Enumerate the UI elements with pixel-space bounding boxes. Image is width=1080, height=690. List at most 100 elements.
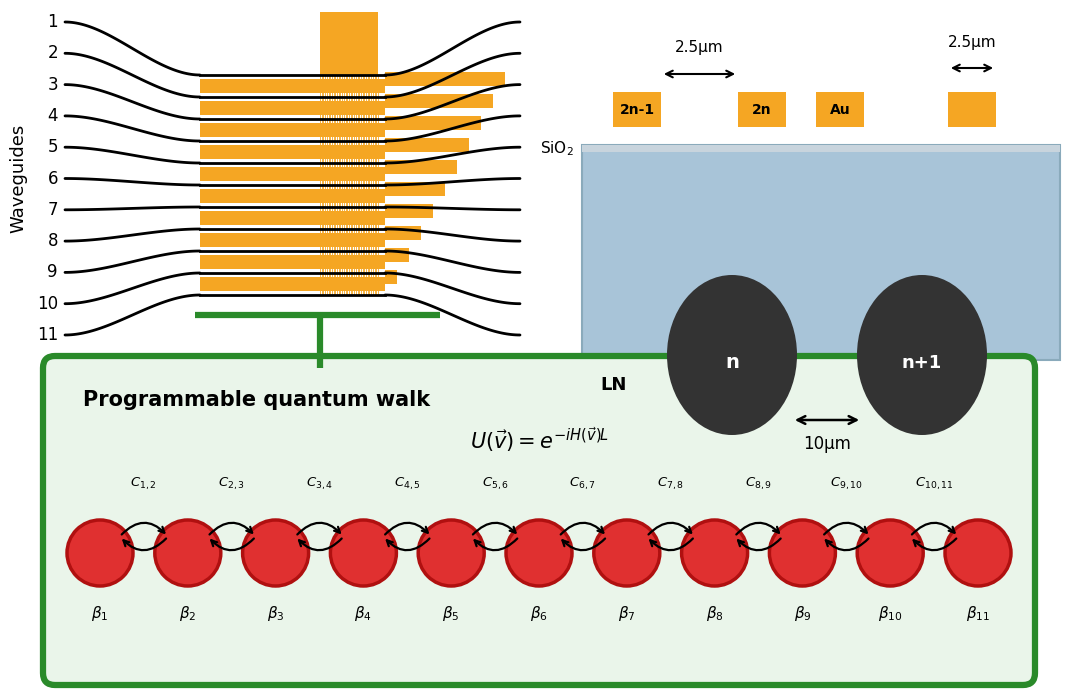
Bar bbox=[384, 270, 397, 284]
Text: 2: 2 bbox=[48, 44, 58, 62]
Text: $C_{1,2}$: $C_{1,2}$ bbox=[131, 475, 158, 492]
Circle shape bbox=[507, 520, 572, 586]
Text: LN: LN bbox=[600, 376, 626, 394]
Bar bbox=[200, 255, 384, 269]
Bar bbox=[948, 92, 996, 127]
Text: $C_{7,8}$: $C_{7,8}$ bbox=[657, 475, 685, 492]
Text: $C_{10,11}$: $C_{10,11}$ bbox=[915, 475, 954, 492]
Bar bbox=[384, 182, 445, 196]
FancyArrowPatch shape bbox=[473, 523, 515, 535]
Text: $C_{3,4}$: $C_{3,4}$ bbox=[306, 475, 333, 492]
Text: $\beta_5$: $\beta_5$ bbox=[443, 604, 460, 623]
Text: $U(\vec{v}) = e^{-iH(\vec{v})L}$: $U(\vec{v}) = e^{-iH(\vec{v})L}$ bbox=[470, 426, 608, 455]
Bar bbox=[200, 277, 384, 290]
Bar bbox=[200, 124, 384, 137]
Text: SiO$_2$: SiO$_2$ bbox=[540, 139, 573, 158]
Circle shape bbox=[67, 520, 133, 586]
Text: 6: 6 bbox=[48, 170, 58, 188]
Text: $C_{2,3}$: $C_{2,3}$ bbox=[218, 475, 245, 492]
Bar bbox=[738, 92, 786, 127]
Text: $\beta_{10}$: $\beta_{10}$ bbox=[878, 604, 903, 623]
Bar bbox=[384, 139, 469, 152]
Text: 2n: 2n bbox=[752, 103, 772, 117]
Text: 4: 4 bbox=[48, 107, 58, 125]
Text: 2.5μm: 2.5μm bbox=[675, 40, 724, 55]
Text: n: n bbox=[725, 353, 739, 373]
Circle shape bbox=[418, 520, 484, 586]
FancyArrowPatch shape bbox=[297, 523, 340, 535]
Text: Programmable quantum walk: Programmable quantum walk bbox=[83, 390, 430, 410]
FancyBboxPatch shape bbox=[43, 356, 1035, 685]
Text: 5: 5 bbox=[48, 138, 58, 156]
Text: 3: 3 bbox=[48, 76, 58, 94]
Text: $\beta_1$: $\beta_1$ bbox=[92, 604, 109, 623]
Text: $C_{6,7}$: $C_{6,7}$ bbox=[569, 475, 596, 492]
Circle shape bbox=[681, 520, 747, 586]
Bar bbox=[200, 167, 384, 181]
FancyArrowPatch shape bbox=[650, 538, 693, 550]
Text: $C_{8,9}$: $C_{8,9}$ bbox=[745, 475, 772, 492]
Bar bbox=[384, 117, 481, 130]
Circle shape bbox=[945, 520, 1011, 586]
Text: 9: 9 bbox=[48, 264, 58, 282]
Text: $\beta_9$: $\beta_9$ bbox=[794, 604, 811, 623]
FancyArrowPatch shape bbox=[737, 523, 779, 535]
Circle shape bbox=[594, 520, 660, 586]
Text: n+1: n+1 bbox=[902, 354, 942, 372]
Ellipse shape bbox=[667, 275, 797, 435]
Circle shape bbox=[858, 520, 923, 586]
FancyArrowPatch shape bbox=[210, 523, 252, 535]
FancyArrowPatch shape bbox=[738, 538, 781, 550]
Bar bbox=[384, 204, 433, 218]
FancyArrowPatch shape bbox=[299, 538, 341, 550]
FancyArrowPatch shape bbox=[386, 523, 428, 535]
Text: 10μm: 10μm bbox=[804, 435, 851, 453]
Text: $\beta_8$: $\beta_8$ bbox=[705, 604, 724, 623]
Bar bbox=[816, 92, 864, 127]
Bar bbox=[384, 226, 421, 240]
Text: $\beta_7$: $\beta_7$ bbox=[618, 604, 636, 623]
Text: $C_{5,6}$: $C_{5,6}$ bbox=[482, 475, 509, 492]
Circle shape bbox=[769, 520, 836, 586]
FancyArrowPatch shape bbox=[561, 523, 604, 535]
Text: 1: 1 bbox=[48, 13, 58, 31]
Text: $C_{9,10}$: $C_{9,10}$ bbox=[829, 475, 863, 492]
FancyArrowPatch shape bbox=[474, 538, 517, 550]
Bar bbox=[384, 95, 492, 108]
Bar bbox=[200, 101, 384, 115]
FancyArrowPatch shape bbox=[826, 538, 868, 550]
Text: Waveguides: Waveguides bbox=[9, 124, 27, 233]
Text: $\beta_2$: $\beta_2$ bbox=[179, 604, 197, 623]
Ellipse shape bbox=[858, 275, 987, 435]
Bar bbox=[200, 189, 384, 203]
Bar bbox=[384, 248, 409, 262]
Text: 8: 8 bbox=[48, 232, 58, 250]
Text: 2.5μm: 2.5μm bbox=[947, 35, 997, 50]
FancyArrowPatch shape bbox=[122, 523, 164, 535]
Text: 10: 10 bbox=[37, 295, 58, 313]
Bar bbox=[384, 160, 457, 174]
FancyArrowPatch shape bbox=[648, 523, 691, 535]
Text: $C_{4,5}$: $C_{4,5}$ bbox=[394, 475, 421, 492]
Bar bbox=[613, 92, 661, 127]
Circle shape bbox=[243, 520, 309, 586]
Bar bbox=[200, 79, 384, 93]
FancyArrowPatch shape bbox=[212, 538, 254, 550]
FancyArrowPatch shape bbox=[563, 538, 605, 550]
Bar bbox=[320, 12, 378, 75]
Text: Au: Au bbox=[829, 103, 850, 117]
Text: $\beta_4$: $\beta_4$ bbox=[354, 604, 373, 623]
Text: 2n-1: 2n-1 bbox=[620, 103, 654, 117]
Circle shape bbox=[154, 520, 220, 586]
Text: 11: 11 bbox=[37, 326, 58, 344]
Text: $\beta_{11}$: $\beta_{11}$ bbox=[966, 604, 990, 623]
Text: 7: 7 bbox=[48, 201, 58, 219]
Text: $\beta_3$: $\beta_3$ bbox=[267, 604, 284, 623]
Bar bbox=[200, 145, 384, 159]
Bar bbox=[200, 233, 384, 247]
Bar bbox=[384, 72, 505, 86]
Bar bbox=[582, 145, 1059, 360]
Bar bbox=[200, 211, 384, 225]
FancyArrowPatch shape bbox=[824, 523, 867, 535]
FancyArrowPatch shape bbox=[914, 538, 956, 550]
